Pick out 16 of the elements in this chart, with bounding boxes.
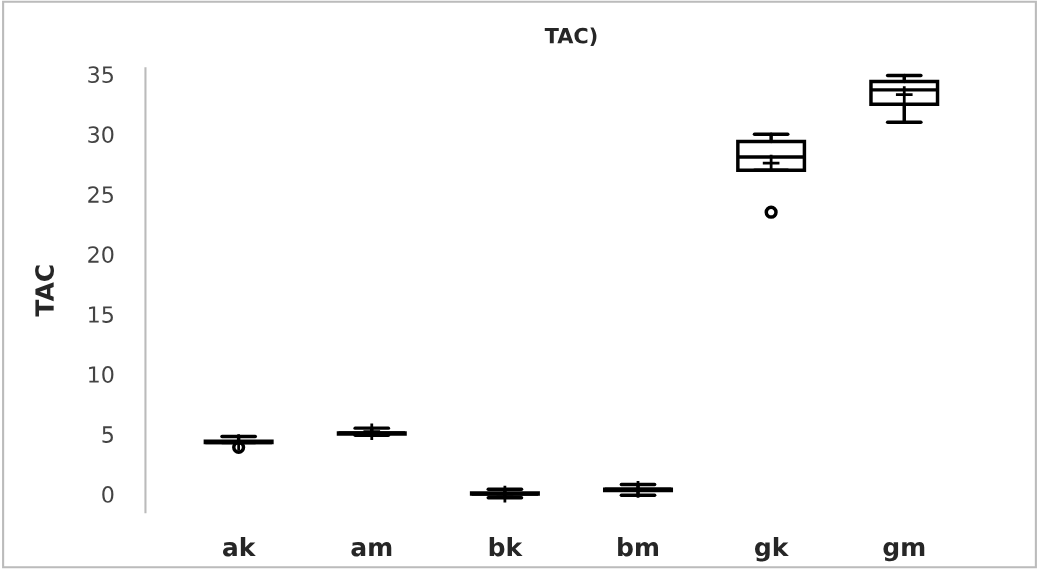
x-tick-label: gk (755, 537, 789, 562)
y-tick-label: 10 (89, 366, 114, 383)
x-tick-label: bk (489, 537, 523, 557)
chart-title: TAC) (544, 27, 597, 47)
x-tick-label: ak (222, 537, 256, 557)
x-tick-label: am (351, 542, 392, 557)
x-tick-label: bm (618, 537, 659, 557)
y-tick-label: 35 (88, 66, 113, 84)
y-tick-label: 30 (88, 126, 114, 144)
x-tick-label: gm (883, 541, 925, 562)
y-tick-label: 20 (88, 246, 114, 263)
y-tick-label: 5 (102, 426, 113, 443)
y-tick-label: 25 (88, 186, 113, 203)
y-tick-label: 0 (102, 486, 114, 503)
y-axis-title: TAC (35, 265, 55, 317)
y-tick-label: 15 (89, 306, 113, 323)
